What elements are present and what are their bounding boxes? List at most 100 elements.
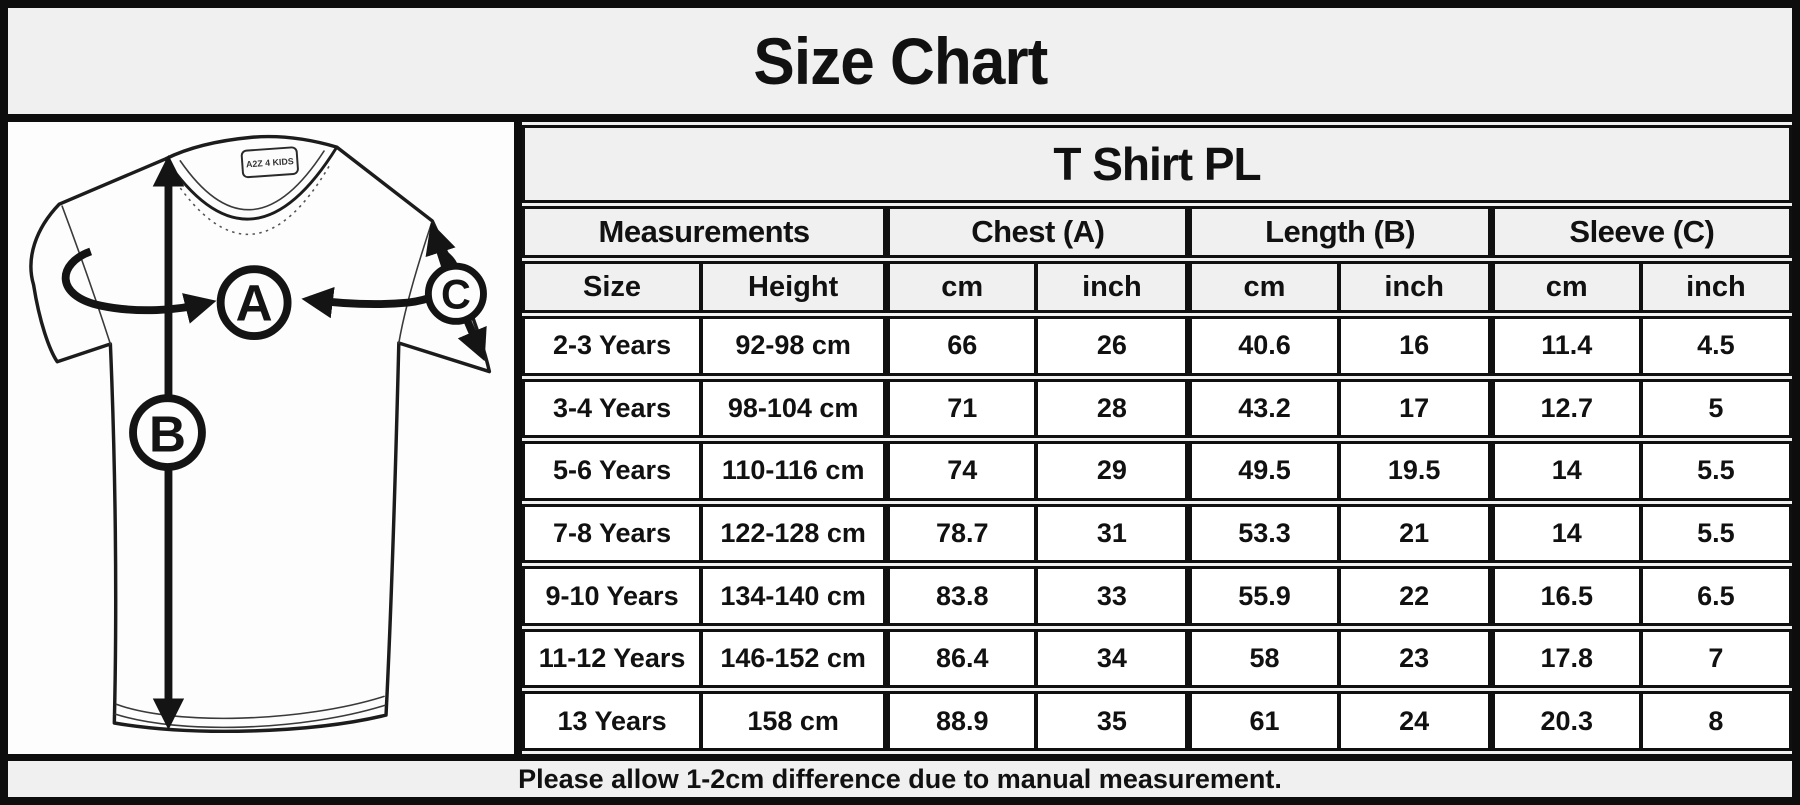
- title-bar: Size Chart: [8, 8, 1792, 122]
- table-cell: 83.8: [885, 566, 1037, 626]
- chest-arrow-left: [61, 247, 217, 324]
- table-cell: 71: [885, 378, 1037, 439]
- sleeve-marker-letter: C: [441, 272, 471, 318]
- column-header-chest-inch: inch: [1036, 261, 1188, 313]
- table-cell: 49.5: [1187, 441, 1339, 501]
- chest-marker-letter: A: [236, 274, 273, 331]
- table-cell: 35: [1036, 691, 1188, 751]
- left-sleeve-seam: [61, 205, 112, 345]
- table-cell: 4.5: [1640, 316, 1792, 376]
- table-cell: 9-10 Years: [522, 566, 702, 626]
- tshirt-body: [29, 134, 492, 734]
- table-cell: 74: [885, 441, 1037, 501]
- chest-marker: A: [216, 265, 292, 341]
- table-cell: 78.7: [885, 503, 1037, 564]
- table-cell: 26: [1036, 316, 1188, 376]
- table-cell: 8: [1640, 691, 1792, 751]
- brand-tag: A2Z 4 KIDS: [240, 146, 299, 179]
- table-cell: 11-12 Years: [522, 628, 702, 689]
- column-header-sleeve-inch: inch: [1640, 261, 1792, 313]
- table-cell: 6.5: [1640, 566, 1792, 626]
- length-marker-letter: B: [149, 405, 186, 462]
- table-cell: 86.4: [885, 628, 1037, 689]
- table-cell: 29: [1036, 441, 1188, 501]
- table-cell: 5-6 Years: [522, 441, 702, 501]
- table-row: 7-8 Years 122-128 cm 78.7 31 53.3 21 14 5.5: [522, 503, 1792, 564]
- size-table-body: 2-3 Years 92-98 cm 66 26 40.6 16 11.4 4.5 3-4 Ye…: [522, 316, 1792, 751]
- sleeve-arrow-down: [457, 317, 487, 362]
- collar-outer: [164, 145, 339, 221]
- table-cell: 43.2: [1187, 378, 1339, 439]
- size-table: T Shirt PL Measurements Chest (A) Length…: [522, 122, 1792, 754]
- column-header-length-inch: inch: [1338, 261, 1490, 313]
- table-cell: 40.6: [1187, 316, 1339, 376]
- collar-inner: [179, 150, 325, 211]
- table-cell: 146-152 cm: [701, 628, 886, 689]
- sleeve-arrow-up: [425, 222, 456, 268]
- table-cell: 66: [885, 316, 1037, 376]
- footer-bar: Please allow 1-2cm difference due to man…: [8, 754, 1792, 797]
- table-row: 9-10 Years 134-140 cm 83.8 33 55.9 22 16.5 6.5: [522, 566, 1792, 626]
- table-cell: 55.9: [1187, 566, 1339, 626]
- table-cell: 33: [1036, 566, 1188, 626]
- table-cell: 19.5: [1338, 441, 1490, 501]
- content: A2Z 4 KIDS A B: [8, 122, 1792, 754]
- size-table-panel: T Shirt PL Measurements Chest (A) Length…: [522, 122, 1792, 754]
- column-header-length-cm: cm: [1187, 261, 1339, 313]
- table-cell: 110-116 cm: [701, 441, 886, 501]
- length-marker: B: [129, 394, 206, 471]
- table-cell: 7-8 Years: [522, 503, 702, 564]
- brand-tag-label: A2Z 4 KIDS: [246, 156, 294, 169]
- table-cell: 17.8: [1489, 628, 1641, 689]
- table-cell: 13 Years: [522, 691, 702, 751]
- column-header-chest-cm: cm: [885, 261, 1037, 313]
- table-cell: 5: [1640, 378, 1792, 439]
- table-cell: 12.7: [1489, 378, 1641, 439]
- table-cell: 20.3: [1489, 691, 1641, 751]
- table-cell: 34: [1036, 628, 1188, 689]
- table-cell: 92-98 cm: [701, 316, 886, 376]
- table-cell: 122-128 cm: [701, 503, 886, 564]
- table-cell: 31: [1036, 503, 1188, 564]
- table-cell: 21: [1338, 503, 1490, 564]
- table-cell: 3-4 Years: [522, 378, 702, 439]
- group-header-length: Length (B): [1187, 206, 1490, 258]
- tshirt-diagram: A2Z 4 KIDS A B: [29, 134, 492, 734]
- table-cell: 5.5: [1640, 503, 1792, 564]
- table-row: 13 Years 158 cm 88.9 35 61 24 20.3 8: [522, 691, 1792, 751]
- table-row: 11-12 Years 146-152 cm 86.4 34 58 23 17.8 7: [522, 628, 1792, 689]
- table-cell: 17: [1338, 378, 1490, 439]
- measurement-note: Please allow 1-2cm difference due to man…: [518, 763, 1282, 794]
- table-row: 5-6 Years 110-116 cm 74 29 49.5 19.5 14 5.5: [522, 441, 1792, 501]
- table-cell: 28: [1036, 378, 1188, 439]
- table-cell: 24: [1338, 691, 1490, 751]
- table-cell: 7: [1640, 628, 1792, 689]
- table-cell: 16.5: [1489, 566, 1641, 626]
- page-title: Size Chart: [753, 24, 1048, 98]
- table-cell: 22: [1338, 566, 1490, 626]
- table-cell: 14: [1489, 441, 1641, 501]
- table-cell: 14: [1489, 503, 1641, 564]
- table-cell: 98-104 cm: [701, 378, 886, 439]
- table-cell: 2-3 Years: [522, 316, 702, 376]
- table-title: T Shirt PL: [522, 125, 1792, 203]
- table-group-header-row: Measurements Chest (A) Length (B) Sleeve…: [522, 206, 1792, 258]
- table-cell: 23: [1338, 628, 1490, 689]
- hem-line-1: [115, 695, 385, 720]
- table-cell: 134-140 cm: [701, 566, 886, 626]
- group-header-measurements: Measurements: [522, 206, 886, 258]
- table-cell: 11.4: [1489, 316, 1641, 376]
- table-row: 3-4 Years 98-104 cm 71 28 43.2 17 12.7 5: [522, 378, 1792, 439]
- table-cell: 61: [1187, 691, 1339, 751]
- table-row: 2-3 Years 92-98 cm 66 26 40.6 16 11.4 4.5: [522, 316, 1792, 376]
- tshirt-diagram-panel: A2Z 4 KIDS A B: [8, 122, 522, 754]
- table-cell: 58: [1187, 628, 1339, 689]
- table-title-row: T Shirt PL: [522, 125, 1792, 203]
- table-column-header-row: Size Height cm inch cm inch cm inch: [522, 261, 1792, 313]
- hem-line-2: [114, 704, 386, 729]
- group-header-chest: Chest (A): [885, 206, 1188, 258]
- table-cell: 5.5: [1640, 441, 1792, 501]
- column-header-height: Height: [701, 261, 886, 313]
- sleeve-marker: C: [424, 262, 487, 325]
